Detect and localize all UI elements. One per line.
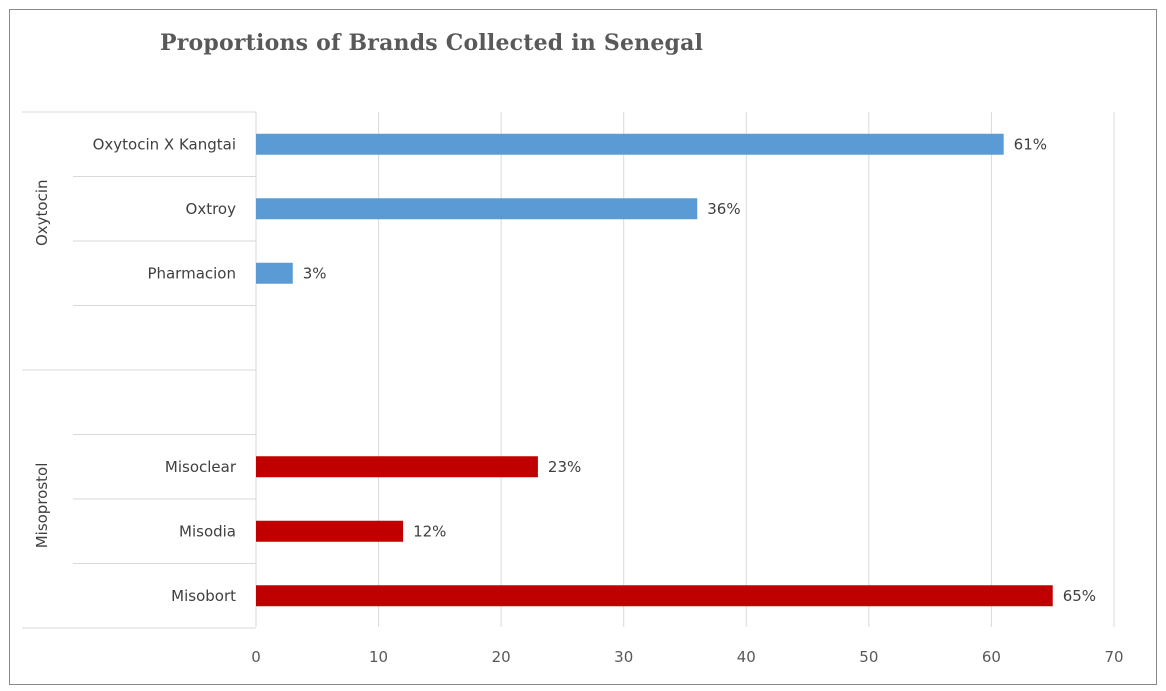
category-labels: Oxytocin X Kangtai Oxtroy Pharmacion Misocl… [93,135,237,605]
bar [256,198,698,220]
chart-frame [9,9,1157,685]
bar [256,133,1004,155]
x-tick-label: 30 [614,648,633,666]
x-tick-label: 0 [251,648,261,666]
x-tick-label: 40 [737,648,756,666]
x-tick-label: 70 [1104,648,1123,666]
category-label: Misobort [171,587,236,605]
data-label: 61% [1014,135,1047,153]
category-label: Oxytocin X Kangtai [93,135,236,153]
data-label: 12% [413,522,446,540]
x-tick-label: 20 [492,648,511,666]
x-tick-label: 10 [369,648,388,666]
group-label: Oxytocin [33,179,51,246]
gridlines [255,112,1115,627]
data-label: 3% [303,264,327,282]
data-label: 36% [707,200,740,218]
data-label: 65% [1063,587,1096,605]
data-label: 23% [548,458,581,476]
chart-title: Proportions of Brands Collected in Seneg… [160,30,704,56]
x-tick-label: 60 [982,648,1001,666]
category-label: Misodia [179,522,236,540]
bar [256,456,538,478]
bar [256,262,293,284]
category-label: Misoclear [165,458,237,476]
bar [256,520,404,542]
bar [256,585,1053,607]
data-labels: 61% 36% 3% 23% 12% 65% [303,135,1096,605]
category-axis-lines [22,111,257,629]
category-label: Oxtroy [186,200,237,218]
x-tick-label: 50 [859,648,878,666]
bars [256,133,1053,607]
category-label: Pharmacion [147,264,236,282]
x-tick-labels: 0 10 20 30 40 50 60 70 [251,648,1123,666]
group-label: Misoprostol [33,463,51,549]
group-labels: Oxytocin Misoprostol [33,179,51,548]
